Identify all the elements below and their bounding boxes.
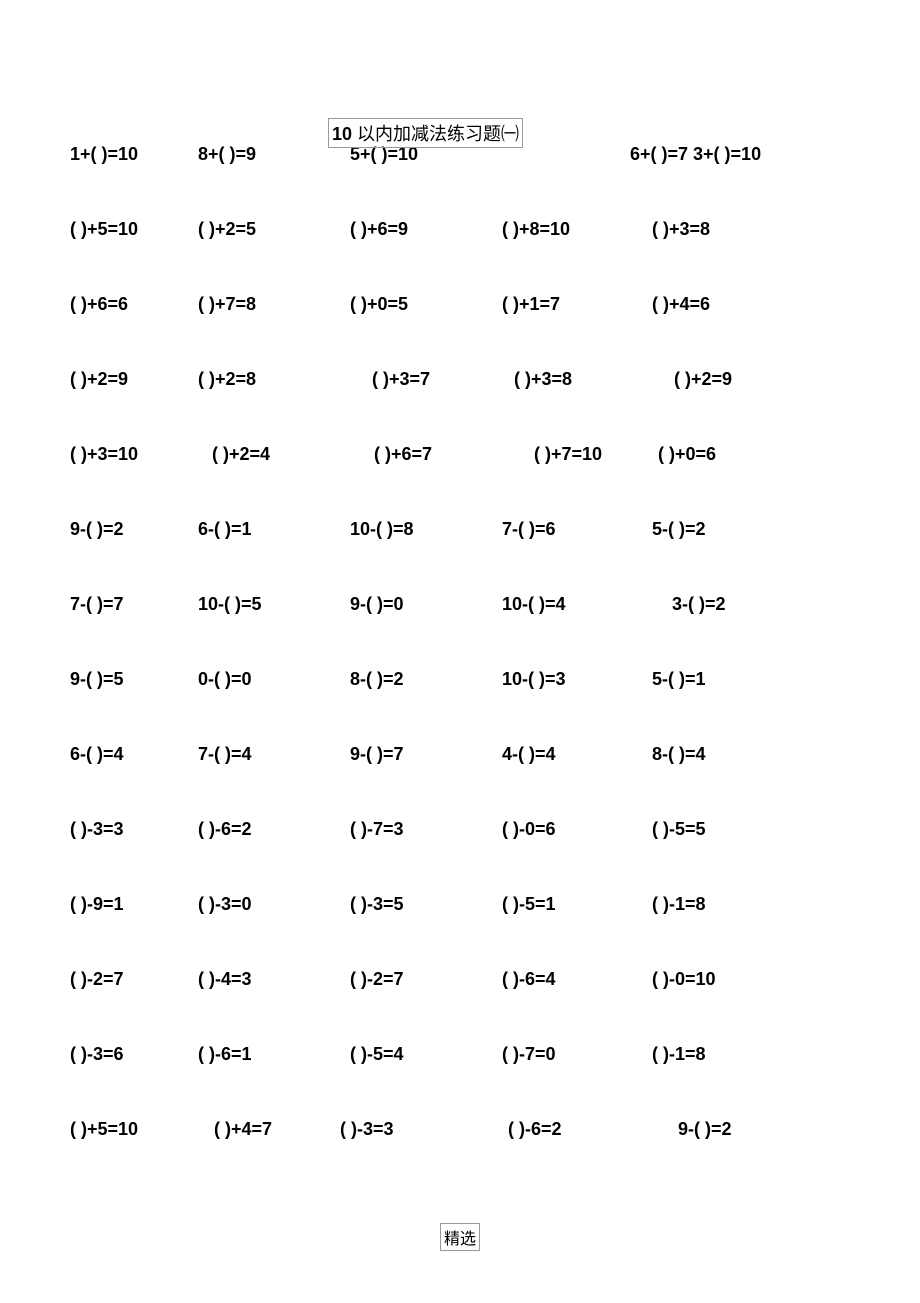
problem-cell: 7-( )=4 <box>198 744 350 765</box>
problem-cell: ( )+4=6 <box>652 294 850 315</box>
problem-row: ( )-3=6 ( )-6=1 ( )-5=4 ( )-7=0 ( )-1=8 <box>70 1044 850 1065</box>
problem-cell: ( )-3=3 <box>70 819 198 840</box>
problem-cell: ( )-5=4 <box>350 1044 502 1065</box>
problem-cell: ( )+0=5 <box>350 294 502 315</box>
problem-cell: ( )-5=1 <box>502 894 652 915</box>
problem-cell: 10-( )=3 <box>502 669 652 690</box>
problem-cell: 9-( )=5 <box>70 669 198 690</box>
problem-row: ( )-2=7 ( )-4=3 ( )-2=7 ( )-6=4 ( )-0=10 <box>70 969 850 990</box>
problem-cell: 9-( )=0 <box>350 594 502 615</box>
problem-cell: ( )-6=2 <box>492 1119 652 1140</box>
problem-cell: 5-( )=1 <box>652 669 850 690</box>
problem-row: ( )-9=1 ( )-3=0 ( )-3=5 ( )-5=1 ( )-1=8 <box>70 894 850 915</box>
problem-cell: 9-( )=2 <box>652 1119 732 1140</box>
problem-cell: ( )-3=0 <box>198 894 350 915</box>
problem-cell: ( )-3=6 <box>70 1044 198 1065</box>
problem-cell: ( )+8=10 <box>502 219 652 240</box>
problem-row: ( )+6=6 ( )+7=8 ( )+0=5 ( )+1=7 ( )+4=6 <box>70 294 850 315</box>
problem-cell: ( )+3=10 <box>70 444 198 465</box>
problem-cell: 4-( )=4 <box>502 744 652 765</box>
problem-cell: 6-( )=4 <box>70 744 198 765</box>
problem-cell: 10-( )=5 <box>198 594 350 615</box>
problem-cell: ( )+2=9 <box>644 369 732 390</box>
problem-cell: ( )-4=3 <box>198 969 350 990</box>
problem-row: 7-( )=7 10-( )=5 9-( )=0 10-( )=4 3-( )=… <box>70 594 850 615</box>
problem-row: 9-( )=5 0-( )=0 8-( )=2 10-( )=3 5-( )=1 <box>70 669 850 690</box>
problem-cell: ( )-6=4 <box>502 969 652 990</box>
worksheet-page: 1+( )=10 8+( )=9 5+( )=10 6+( )=7 3+( )=… <box>0 0 920 1234</box>
problem-cell: ( )+2=5 <box>198 219 350 240</box>
footer-label: 精选 <box>440 1223 480 1251</box>
problem-row: ( )+2=9 ( )+2=8 ( )+3=7 ( )+3=8 ( )+2=9 <box>70 369 850 390</box>
problem-cell: ( )+3=8 <box>652 219 850 240</box>
problem-cell: 5-( )=2 <box>652 519 850 540</box>
problem-row: ( )+3=10 ( )+2=4 ( )+6=7 ( )+7=10 ( )+0=… <box>70 444 850 465</box>
problem-cell: ( )+7=8 <box>198 294 350 315</box>
problem-cell: ( )+6=7 <box>356 444 518 465</box>
problem-cell: ( )-5=5 <box>652 819 850 840</box>
problem-cell: ( )+3=8 <box>514 369 644 390</box>
title-rest: 以内加减法练习题㈠ <box>352 124 519 144</box>
problem-cell: ( )+0=6 <box>658 444 850 465</box>
problem-cell: 10-( )=8 <box>350 519 502 540</box>
problem-cell: ( )-0=6 <box>502 819 652 840</box>
problem-cell: ( )-2=7 <box>350 969 502 990</box>
problem-cell: 10-( )=4 <box>502 594 652 615</box>
problem-cell: ( )-1=8 <box>652 1044 850 1065</box>
problem-cell: ( )-7=3 <box>350 819 502 840</box>
problem-cell: ( )-9=1 <box>70 894 198 915</box>
problem-cell: 6-( )=1 <box>198 519 350 540</box>
worksheet-title: 10 以内加减法练习题㈠ <box>328 118 523 148</box>
problem-cell: ( )-2=7 <box>70 969 198 990</box>
problem-cell: ( )+1=7 <box>502 294 652 315</box>
problem-cell: ( )+6=9 <box>350 219 502 240</box>
problem-cell: ( )-6=1 <box>198 1044 350 1065</box>
problem-cell: ( )-3=5 <box>350 894 502 915</box>
problem-cell: ( )+5=10 <box>70 219 198 240</box>
problem-cell: 7-( )=6 <box>502 519 652 540</box>
problem-cell: 1+( )=10 <box>70 144 198 165</box>
problem-cell: ( )-6=2 <box>198 819 350 840</box>
title-bold-prefix: 10 <box>332 124 352 144</box>
problem-cell: 0-( )=0 <box>198 669 350 690</box>
problem-cell: 7-( )=7 <box>70 594 198 615</box>
problem-row: 9-( )=2 6-( )=1 10-( )=8 7-( )=6 5-( )=2 <box>70 519 850 540</box>
problem-cell: ( )+6=6 <box>70 294 198 315</box>
problem-row: 6-( )=4 7-( )=4 9-( )=7 4-( )=4 8-( )=4 <box>70 744 850 765</box>
problem-cell: 8-( )=4 <box>652 744 850 765</box>
problem-row: ( )-3=3 ( )-6=2 ( )-7=3 ( )-0=6 ( )-5=5 <box>70 819 850 840</box>
problem-cell: ( )+2=8 <box>198 369 350 390</box>
problem-cell: ( )+5=10 <box>70 1119 198 1140</box>
problem-cell: ( )-3=3 <box>340 1119 492 1140</box>
problem-cell: ( )+4=7 <box>198 1119 340 1140</box>
problem-cell: ( )+2=9 <box>70 369 198 390</box>
problem-row: ( )+5=10 ( )+2=5 ( )+6=9 ( )+8=10 ( )+3=… <box>70 219 850 240</box>
problem-cell: ( )-7=0 <box>502 1044 652 1065</box>
problem-cell: ( )+2=4 <box>198 444 356 465</box>
problem-cell: 3-( )=2 <box>652 594 726 615</box>
problem-cell: 6+( )=7 3+( )=10 <box>630 144 761 165</box>
problem-cell: ( )-0=10 <box>652 969 850 990</box>
problem-cell: 8-( )=2 <box>350 669 502 690</box>
problem-cell: 9-( )=2 <box>70 519 198 540</box>
problem-cell: ( )-1=8 <box>652 894 850 915</box>
problem-cell: ( )+3=7 <box>350 369 514 390</box>
problem-cell: ( )+7=10 <box>518 444 658 465</box>
problem-cell: 9-( )=7 <box>350 744 502 765</box>
problem-row: ( )+5=10 ( )+4=7 ( )-3=3 ( )-6=2 9-( )=2 <box>70 1119 850 1140</box>
